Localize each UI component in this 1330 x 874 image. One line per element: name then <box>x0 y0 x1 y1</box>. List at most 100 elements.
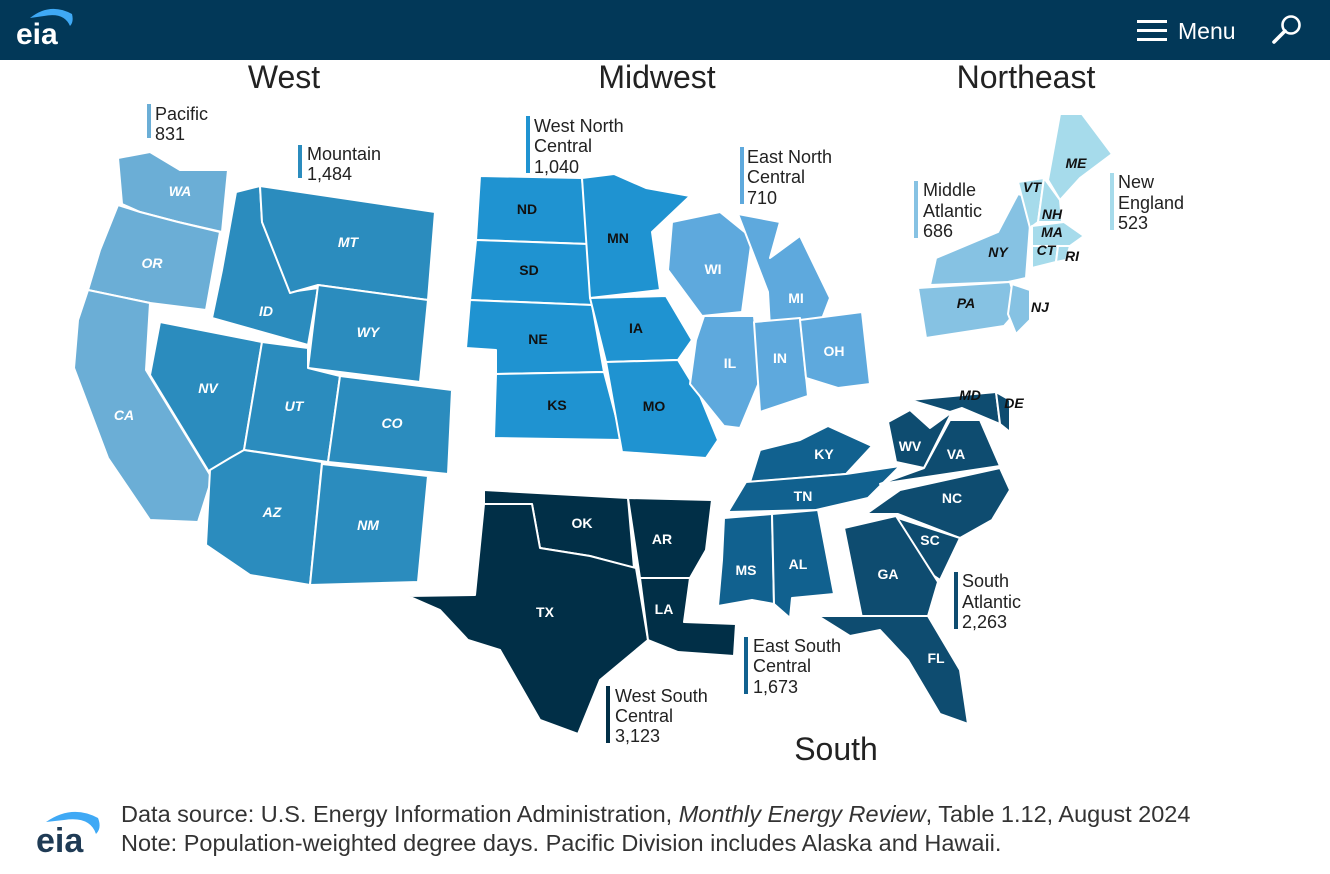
state-de[interactable] <box>995 391 1011 433</box>
state-ms[interactable] <box>717 513 775 607</box>
label-pa: PA <box>957 295 975 311</box>
state-ca[interactable] <box>73 289 213 523</box>
label-ne: NE <box>528 331 547 347</box>
state-ia[interactable] <box>589 295 693 363</box>
label-fl: FL <box>927 650 945 666</box>
label-nv: NV <box>198 380 219 396</box>
callout-pacific: Pacific 831 <box>147 104 208 144</box>
state-ny[interactable] <box>929 193 1033 286</box>
source-prefix: Data source: U.S. Energy Information Adm… <box>121 801 679 827</box>
south-atlantic-division <box>817 391 1011 725</box>
label-nc: NC <box>942 490 962 506</box>
state-ri[interactable] <box>1055 245 1071 263</box>
callout-middle-atlantic: Middle Atlantic 686 <box>914 180 982 241</box>
label-az: AZ <box>262 504 282 520</box>
state-ma[interactable] <box>1031 221 1085 247</box>
callout-ne-line-2: England <box>1118 193 1184 213</box>
callout-enc-line-1: East North <box>747 147 832 167</box>
label-ri: RI <box>1065 248 1080 264</box>
state-in[interactable] <box>753 317 809 413</box>
callout-wsc-line-1: West South <box>615 686 708 706</box>
label-oh: OH <box>824 343 845 359</box>
state-nc[interactable] <box>865 467 1011 539</box>
callout-ne-line-1: New <box>1118 172 1155 192</box>
menu-label: Menu <box>1178 17 1236 44</box>
state-fl[interactable] <box>817 615 969 725</box>
label-il: IL <box>724 355 737 371</box>
callout-esc-line-3: 1,673 <box>753 677 798 697</box>
callout-east-south-central: East South Central 1,673 <box>744 636 841 697</box>
callout-pacific-line-1: Pacific <box>155 104 208 124</box>
state-or[interactable] <box>87 204 221 311</box>
label-ia: IA <box>629 320 643 336</box>
state-co[interactable] <box>327 375 453 475</box>
label-sd: SD <box>519 262 538 278</box>
label-ms: MS <box>736 562 757 578</box>
search-icon[interactable] <box>1270 13 1304 47</box>
callout-wsc-line-2: Central <box>615 706 673 726</box>
label-ks: KS <box>547 397 566 413</box>
callout-wnc-line-1: West North <box>534 116 624 136</box>
state-nj[interactable] <box>1007 283 1031 335</box>
state-tn[interactable] <box>727 465 901 513</box>
source-suffix: , Table 1.12, August 2024 <box>925 801 1191 827</box>
callout-sa-line-2: Atlantic <box>962 592 1021 612</box>
middle-atlantic-division <box>917 193 1033 339</box>
callout-mountain-line-1: Mountain <box>307 144 381 164</box>
label-mt: MT <box>338 234 360 250</box>
label-id: ID <box>259 303 273 319</box>
label-me: ME <box>1066 155 1088 171</box>
menu-button[interactable]: Menu <box>1136 14 1236 48</box>
state-la[interactable] <box>639 577 737 657</box>
pacific-division <box>73 151 229 523</box>
source-title[interactable]: Monthly Energy Review <box>678 801 926 827</box>
label-ma: MA <box>1041 224 1063 240</box>
label-tn: TN <box>794 488 813 504</box>
callout-esc-line-2: Central <box>753 656 811 676</box>
state-va[interactable] <box>879 419 1001 485</box>
label-nd: ND <box>517 201 537 217</box>
state-me[interactable] <box>1047 113 1113 201</box>
state-nm[interactable] <box>309 463 429 586</box>
callout-ma-line-2: Atlantic <box>923 201 982 221</box>
callout-esc-line-1: East South <box>753 636 841 656</box>
label-ga: GA <box>878 566 899 582</box>
label-ct: CT <box>1037 242 1057 258</box>
callout-wnc-line-3: 1,040 <box>534 157 579 177</box>
eia-footer-logo-icon: eia <box>36 811 100 858</box>
callout-ne-line-3: 523 <box>1118 213 1148 233</box>
label-wy: WY <box>357 324 381 340</box>
state-oh[interactable] <box>799 311 871 389</box>
label-nj: NJ <box>1031 299 1050 315</box>
callout-wsc-line-3: 3,123 <box>615 726 660 746</box>
label-ut: UT <box>285 398 305 414</box>
region-midwest-title: Midwest <box>598 60 715 95</box>
label-or: OR <box>142 255 164 271</box>
state-md[interactable] <box>909 391 1001 425</box>
state-ar[interactable] <box>627 497 713 579</box>
label-vt: VT <box>1023 179 1042 195</box>
label-ar: AR <box>652 531 672 547</box>
label-nm: NM <box>357 517 379 533</box>
mountain-division <box>149 185 453 586</box>
state-mn[interactable] <box>581 173 691 299</box>
top-navigation-bar: eia Menu <box>0 0 1330 60</box>
new-england-division <box>1017 113 1113 269</box>
label-va: VA <box>947 446 965 462</box>
label-ky: KY <box>814 446 834 462</box>
state-wi[interactable] <box>667 211 753 317</box>
state-al[interactable] <box>771 509 835 619</box>
label-nh: NH <box>1042 206 1063 222</box>
note-line: Note: Population-weighted degree days. P… <box>121 830 1002 856</box>
label-tx: TX <box>536 604 555 620</box>
label-mo: MO <box>643 398 666 414</box>
label-wv: WV <box>899 438 922 454</box>
callout-wnc-line-2: Central <box>534 136 592 156</box>
state-ga[interactable] <box>843 515 939 619</box>
callout-enc-line-2: Central <box>747 167 805 187</box>
state-wy[interactable] <box>307 284 429 383</box>
west-south-central-division <box>407 489 737 735</box>
state-tx[interactable] <box>407 503 649 735</box>
state-mi[interactable] <box>737 213 831 329</box>
eia-logo-icon[interactable]: eia <box>14 4 78 52</box>
